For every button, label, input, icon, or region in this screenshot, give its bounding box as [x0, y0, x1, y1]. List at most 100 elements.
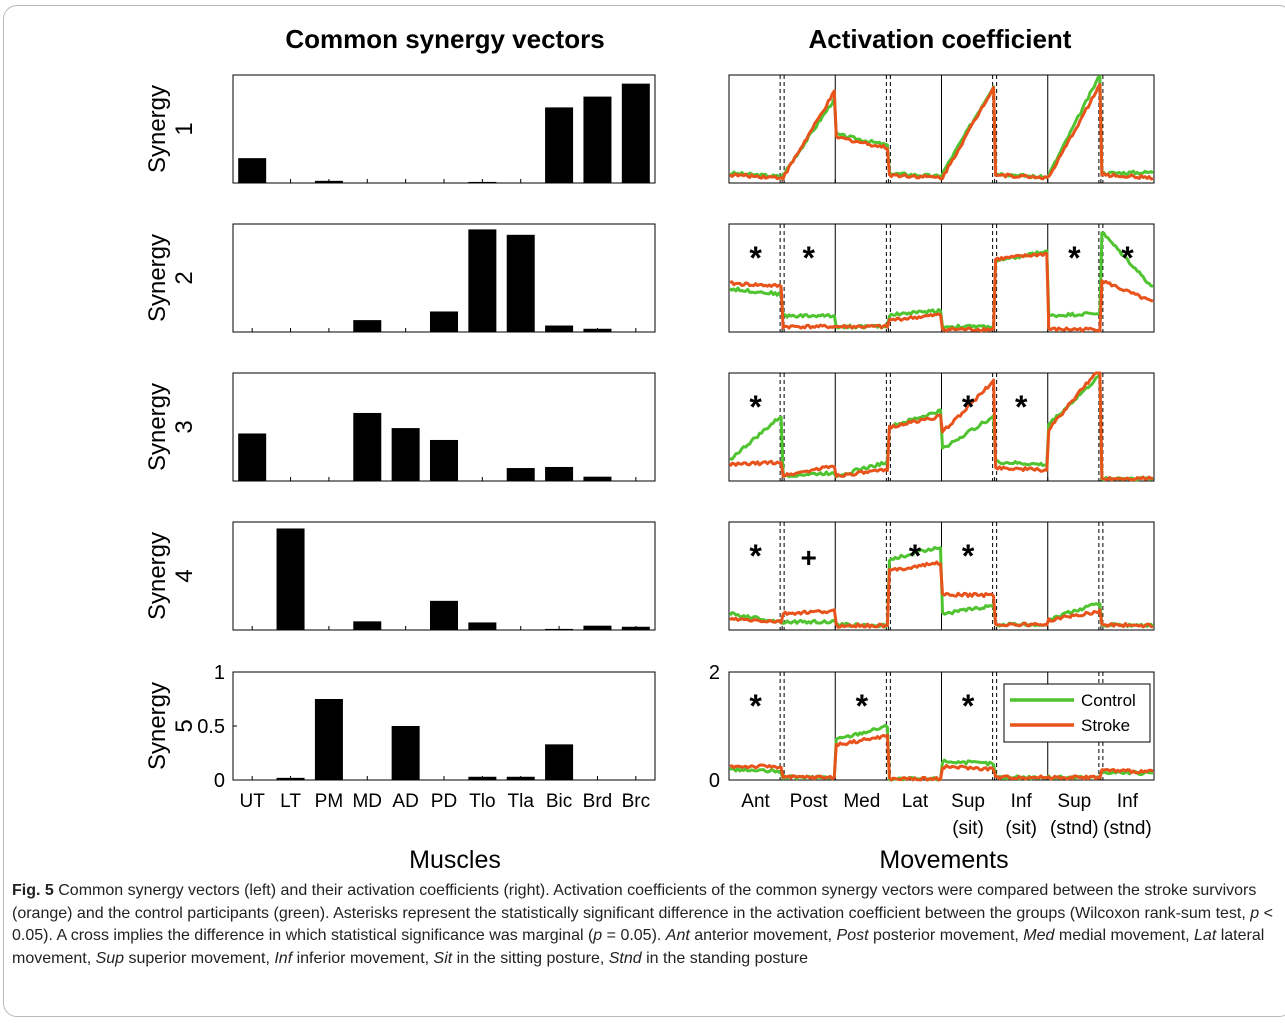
- bar-PM: [315, 699, 343, 780]
- caption-abbrev: Sit: [434, 950, 453, 967]
- bar-Brc: [622, 84, 650, 183]
- significance-asterisk: *: [856, 688, 869, 724]
- movement-label: Med: [843, 791, 880, 812]
- muscle-label: MD: [352, 791, 382, 812]
- caption-abbrev: Sup: [96, 950, 124, 967]
- activation-panels: * * * * * * * * + * * * * * 0 2 Ant Post Med Lat Sup (sit) Inf…: [709, 75, 1154, 839]
- left-heading: Common synergy vectors: [285, 24, 604, 54]
- muscle-label: AD: [392, 791, 418, 812]
- caption-abbrev: Stnd: [609, 950, 642, 967]
- caption-abbrev: Ant: [666, 927, 690, 944]
- bar-Bic: [545, 467, 573, 481]
- bar-Brd: [583, 97, 611, 183]
- muscle-label: Tlo: [469, 791, 495, 812]
- caption-abbrev: p: [593, 927, 602, 944]
- bar-Tlo: [468, 229, 496, 332]
- bar-AD: [392, 726, 420, 780]
- caption-text: anterior movement,: [690, 927, 837, 944]
- movements-xlabel: Movements: [879, 846, 1008, 874]
- synergy-label-word: Synergy: [144, 234, 171, 322]
- bar-MD: [353, 413, 381, 481]
- bar-Bic: [545, 326, 573, 332]
- synergy-label: Synergy2: [144, 234, 198, 322]
- bar-Tla: [507, 777, 535, 780]
- synergy-vector-panels: Synergy1Synergy2Synergy3Synergy4Synergy5…: [144, 75, 655, 812]
- movement-label: Post: [790, 791, 829, 812]
- caption-abbrev: Lat: [1194, 927, 1216, 944]
- movement-label: Inf: [1117, 791, 1139, 812]
- caption-text: = 0.05).: [602, 927, 666, 944]
- activation-panel-2: * * * *: [729, 224, 1154, 332]
- significance-asterisk: *: [1015, 389, 1028, 425]
- caption-abbrev: p: [1250, 905, 1259, 922]
- bar-Tlo: [468, 182, 496, 183]
- significance-asterisk: *: [749, 538, 762, 574]
- caption-text: inferior movement,: [292, 950, 433, 967]
- bar-Bic: [545, 107, 573, 183]
- significance-asterisk: *: [962, 538, 975, 574]
- y-tick-label: 2: [709, 662, 720, 684]
- significance-asterisk: *: [749, 240, 762, 276]
- y-tick-label: 0: [214, 770, 225, 792]
- movement-label: Sup: [1057, 791, 1091, 812]
- significance-asterisk: *: [749, 688, 762, 724]
- synergy-label: Synergy5: [144, 682, 198, 770]
- figure-svg: Common synergy vectors Activation coeffi…: [0, 0, 1285, 875]
- posture-label: (stnd): [1103, 818, 1152, 839]
- significance-asterisk: *: [909, 538, 922, 574]
- significance-asterisk: *: [749, 389, 762, 425]
- caption-abbrev: Post: [837, 927, 869, 944]
- bar-UT: [238, 433, 266, 481]
- bar-Brd: [583, 626, 611, 630]
- bar-Tla: [507, 468, 535, 481]
- bar-Brd: [583, 329, 611, 332]
- y-tick-label: 0.5: [197, 716, 225, 738]
- significance-asterisk: *: [962, 389, 975, 425]
- caption-text: in the standing posture: [642, 950, 808, 967]
- bar-PD: [430, 601, 458, 630]
- activation-panel-4: * + * *: [729, 522, 1154, 630]
- significance-asterisk: *: [962, 688, 975, 724]
- legend-control-label: Control: [1081, 691, 1136, 710]
- caption-label: Fig. 5: [12, 882, 58, 899]
- synergy-label: Synergy3: [144, 383, 198, 471]
- muscle-label: PD: [431, 791, 457, 812]
- bar-LT: [277, 778, 305, 780]
- caption-text: in the sitting posture,: [452, 950, 609, 967]
- bar-Brd: [583, 477, 611, 481]
- muscle-label: Bic: [546, 791, 572, 812]
- caption-abbrev: Inf: [274, 950, 292, 967]
- synergy-bar-panel-5: Synergy5 0 0.5 1 UT LT PM MD AD PD Tlo Tla Bic Brd Brc: [144, 662, 655, 812]
- bar-Bic: [545, 629, 573, 630]
- caption-text: posterior movement,: [869, 927, 1024, 944]
- synergy-label-number: 3: [171, 420, 198, 433]
- synergy-bar-panel-1: Synergy1: [144, 75, 655, 183]
- muscle-label: Brd: [583, 791, 613, 812]
- movement-label: Sup: [951, 791, 985, 812]
- muscle-label: UT: [240, 791, 266, 812]
- muscle-label: LT: [280, 791, 301, 812]
- y-tick-label: 1: [214, 662, 225, 684]
- synergy-label-number: 2: [171, 271, 198, 284]
- synergy-label: Synergy4: [144, 532, 198, 620]
- movement-label: Lat: [902, 791, 929, 812]
- synergy-label-word: Synergy: [144, 682, 171, 770]
- bar-Tlo: [468, 777, 496, 780]
- movement-label: Inf: [1011, 791, 1033, 812]
- legend-stroke-label: Stroke: [1081, 716, 1130, 735]
- caption-text: Common synergy vectors (left) and their …: [12, 882, 1256, 922]
- synergy-bar-panel-2: Synergy2: [144, 224, 655, 332]
- synergy-bar-panel-3: Synergy3: [144, 373, 655, 481]
- bar-panel-frame: [233, 672, 655, 780]
- synergy-label-number: 5: [171, 719, 198, 732]
- synergy-label-word: Synergy: [144, 85, 171, 173]
- caption-abbrev: Med: [1023, 927, 1054, 944]
- activation-panel-5: * * * 0 2 Ant Post Med Lat Sup (sit) Inf (sit) Sup (st…: [709, 662, 1154, 839]
- synergy-bar-panel-4: Synergy4: [144, 522, 655, 630]
- posture-label: (stnd): [1050, 818, 1099, 839]
- bar-Tlo: [468, 622, 496, 630]
- synergy-label: Synergy1: [144, 85, 198, 173]
- activation-panel-3: * * *: [729, 373, 1154, 481]
- activation-panel-1: [729, 75, 1154, 183]
- movement-label: Ant: [741, 791, 770, 812]
